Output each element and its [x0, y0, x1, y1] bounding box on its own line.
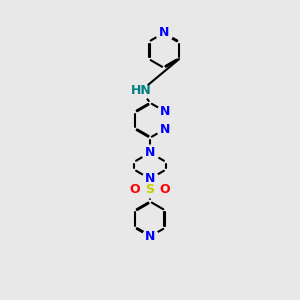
Text: N: N	[159, 26, 169, 39]
Text: N: N	[160, 105, 170, 118]
Text: N: N	[145, 146, 155, 159]
Text: S: S	[146, 183, 154, 196]
Text: HN: HN	[131, 84, 152, 97]
Text: N: N	[145, 172, 155, 185]
Text: O: O	[130, 183, 140, 196]
Text: N: N	[160, 122, 170, 136]
Text: O: O	[160, 183, 170, 196]
Text: N: N	[145, 230, 155, 243]
